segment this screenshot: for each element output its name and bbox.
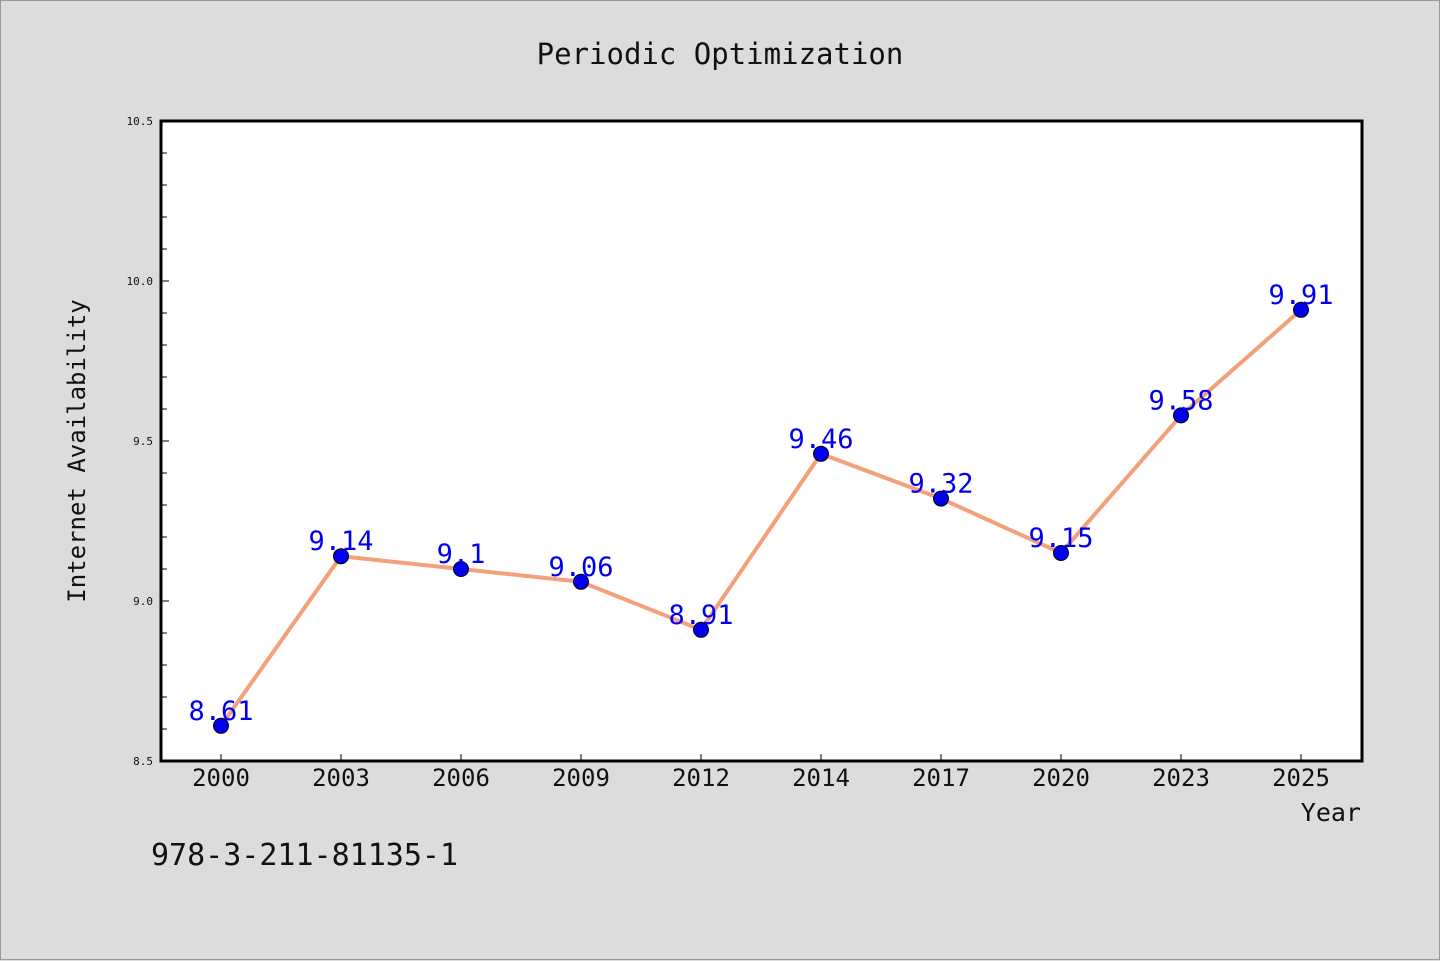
y-tick-label: 9.0	[133, 595, 153, 608]
y-tick-label: 8.5	[133, 755, 153, 768]
series-line	[219, 308, 1303, 727]
data-label: 9.14	[308, 526, 373, 557]
isbn-annotation: 978-3-211-81135-1	[151, 838, 458, 873]
data-label: 9.58	[1148, 385, 1213, 416]
data-label: 9.46	[788, 424, 853, 455]
plot-area	[159, 119, 1364, 763]
data-point	[1293, 301, 1309, 318]
data-label: 9.06	[548, 552, 613, 583]
chart-title: Periodic Optimization	[537, 37, 904, 71]
y-tick-label: 10.0	[127, 275, 154, 288]
y-axis-label: Internet Availability	[63, 299, 91, 602]
data-point	[1053, 545, 1069, 561]
data-label: 8.61	[188, 696, 253, 727]
data-point	[453, 561, 469, 577]
x-tick-label: 2014	[792, 764, 850, 792]
data-label: 9.32	[908, 469, 973, 500]
data-point	[213, 717, 229, 734]
x-axis-label: Year	[1301, 798, 1361, 827]
data-point	[693, 621, 709, 638]
x-tick-label: 2009	[552, 764, 610, 792]
data-point	[333, 548, 349, 565]
data-label: 8.91	[668, 600, 733, 631]
x-axis: 2000 2003 2006 2009 2012 2014 2017 2020 2023 2025	[192, 754, 1330, 792]
x-tick-label: 2023	[1152, 764, 1210, 792]
x-tick-label: 2006	[432, 764, 490, 792]
y-tick-label: 9.5	[133, 435, 153, 448]
y-axis: 8.5 9.0 9.5 10.0 10.5	[127, 115, 169, 768]
x-tick-label: 2012	[672, 764, 730, 792]
data-point	[1173, 407, 1189, 424]
data-label: 9.1	[437, 539, 486, 570]
data-label: 9.91	[1268, 280, 1333, 311]
x-tick-label: 2020	[1032, 764, 1090, 792]
series-markers	[213, 301, 1309, 734]
y-tick-label: 10.5	[127, 115, 154, 128]
x-tick-label: 2017	[912, 764, 970, 792]
data-point	[813, 445, 829, 462]
x-tick-label: 2000	[192, 764, 250, 792]
x-tick-label: 2003	[312, 764, 370, 792]
x-tick-label: 2025	[1272, 764, 1330, 792]
data-labels: 8.61 9.14 9.1 9.06 8.91 9.46 9.32 9.15 9.58 9.91	[188, 280, 1333, 727]
data-point	[933, 490, 949, 507]
data-point	[573, 573, 589, 590]
data-label: 9.15	[1028, 523, 1093, 554]
